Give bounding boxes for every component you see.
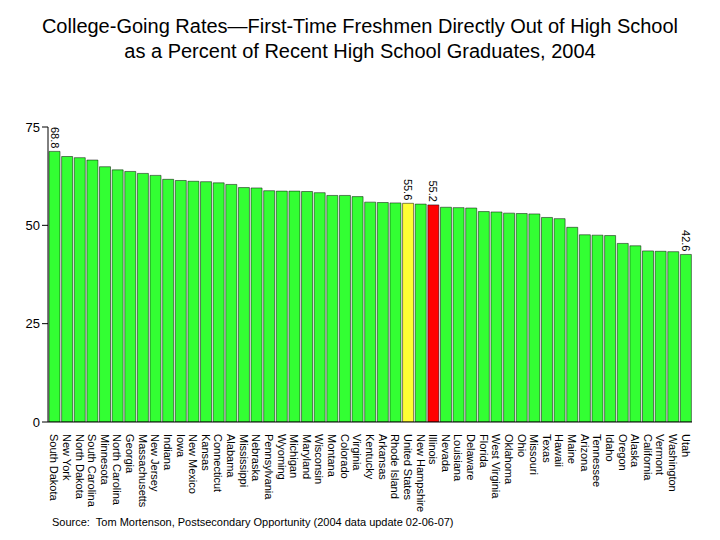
svg-text:California: California [642, 434, 654, 481]
svg-text:Maine: Maine [566, 434, 578, 464]
svg-text:50: 50 [26, 218, 40, 233]
svg-text:Arizona: Arizona [579, 434, 591, 472]
svg-text:Delaware: Delaware [465, 434, 477, 480]
svg-text:42.6: 42.6 [680, 230, 692, 251]
svg-text:Kentucky: Kentucky [364, 434, 376, 480]
svg-text:Utah: Utah [680, 434, 692, 457]
svg-text:Florida: Florida [478, 434, 490, 469]
svg-text:New York: New York [61, 434, 73, 481]
svg-text:Pennsylvania: Pennsylvania [263, 434, 275, 500]
html-text:College-Going Rates—First-Time: College-Going Rates—First-Time Freshmen … [41, 15, 679, 62]
svg-text:Vermont: Vermont [654, 434, 666, 475]
svg-text:Nevada: Nevada [440, 434, 452, 473]
svg-text:North Dakota: North Dakota [74, 434, 86, 500]
svg-text:Hawaii: Hawaii [553, 434, 565, 467]
svg-text:North Carolina: North Carolina [111, 434, 123, 506]
svg-text:Oregon: Oregon [617, 434, 629, 471]
svg-text:Texas: Texas [541, 434, 553, 463]
svg-text:Nebraska: Nebraska [250, 434, 262, 482]
svg-text:Missouri: Missouri [528, 434, 540, 475]
svg-text:Ohio: Ohio [516, 434, 528, 457]
svg-text:Rhode Island: Rhode Island [389, 434, 401, 499]
svg-text:25: 25 [26, 316, 40, 331]
svg-text:68.8: 68.8 [49, 127, 61, 148]
svg-text:Maryland: Maryland [301, 434, 313, 479]
svg-text:West Virginia: West Virginia [490, 434, 502, 499]
svg-text:Massachusetts: Massachusetts [137, 434, 149, 508]
svg-text:Iowa: Iowa [175, 434, 187, 458]
html-text:Source: Tom Mortenson, Postsec: Source: Tom Mortenson, Postsecondary Opp… [52, 516, 454, 528]
svg-text:Mississippi: Mississippi [238, 434, 250, 487]
svg-text:New Hampshire: New Hampshire [415, 434, 427, 512]
svg-text:Connecticut: Connecticut [212, 434, 224, 492]
svg-text:South Carolina: South Carolina [86, 434, 98, 508]
svg-text:0: 0 [33, 415, 40, 430]
svg-text:55.2: 55.2 [427, 180, 439, 201]
svg-text:Georgia: Georgia [124, 434, 136, 474]
svg-text:Colorado: Colorado [339, 434, 351, 479]
svg-text:United States: United States [402, 434, 414, 501]
svg-text:New Jersey: New Jersey [149, 434, 161, 492]
svg-text:Idaho: Idaho [604, 434, 616, 462]
svg-text:Wyoming: Wyoming [276, 434, 288, 480]
svg-text:Oklahoma: Oklahoma [503, 434, 515, 485]
svg-text:Michigan: Michigan [288, 434, 300, 478]
svg-text:South Dakota: South Dakota [48, 434, 60, 502]
svg-text:Alabama: Alabama [225, 434, 237, 478]
svg-text:Illinois: Illinois [427, 434, 439, 465]
svg-text:Montana: Montana [326, 434, 338, 478]
svg-text:Tennessee: Tennessee [591, 434, 603, 487]
svg-text:New Mexico: New Mexico [187, 434, 199, 494]
svg-text:Wisconsin: Wisconsin [313, 434, 325, 484]
svg-text:Kansas: Kansas [200, 434, 212, 471]
svg-text:Indiana: Indiana [162, 434, 174, 471]
svg-text:55.6: 55.6 [402, 179, 414, 200]
svg-text:Virginia: Virginia [351, 434, 363, 471]
svg-text:Minnesota: Minnesota [99, 434, 111, 486]
svg-text:Arkansas: Arkansas [377, 434, 389, 480]
svg-text:Louisiana: Louisiana [452, 434, 464, 482]
svg-text:Washington: Washington [667, 434, 679, 492]
svg-text:75: 75 [26, 120, 40, 135]
svg-text:Alaska: Alaska [629, 434, 641, 468]
